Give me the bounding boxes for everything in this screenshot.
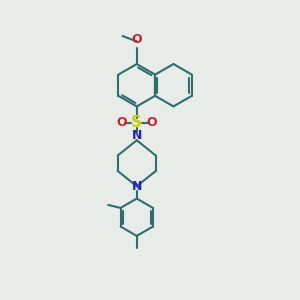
Text: O: O [116,116,127,129]
Text: N: N [132,180,142,193]
Text: O: O [131,33,142,46]
Text: O: O [147,116,158,129]
Text: N: N [132,129,142,142]
Text: S: S [131,115,142,130]
